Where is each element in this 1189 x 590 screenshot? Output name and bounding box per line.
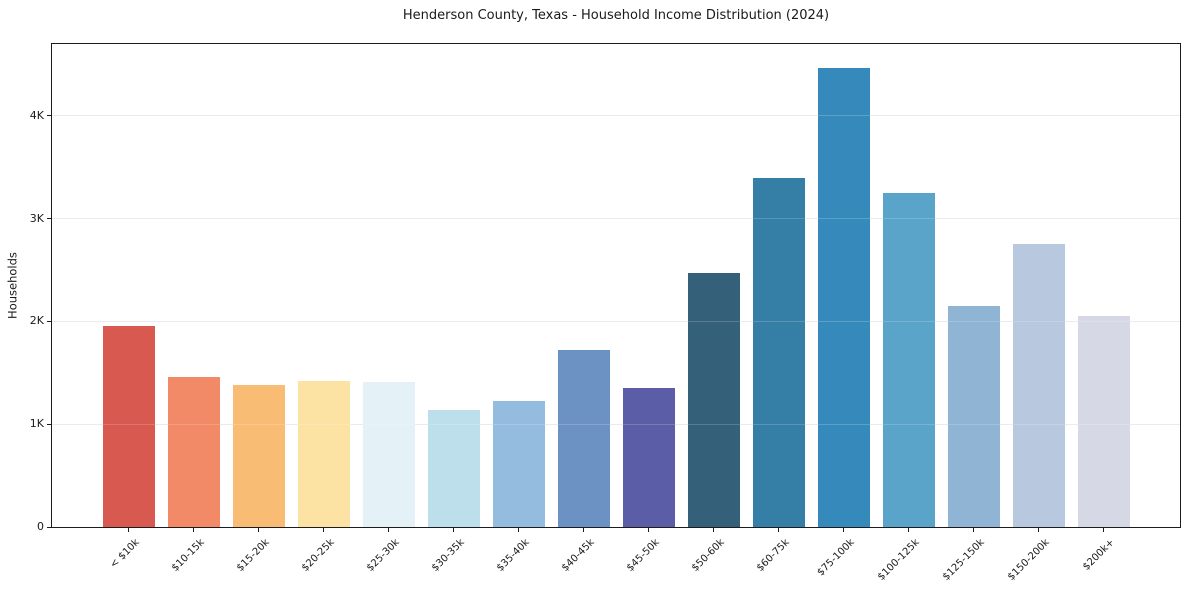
bar-$35-40k (492, 400, 545, 527)
x-tick-mark (973, 528, 974, 532)
y-tick-label: 0 (37, 520, 44, 533)
bar-$200k+ (1077, 315, 1130, 527)
bar-$50-60k (687, 272, 740, 527)
x-tick-mark (453, 528, 454, 532)
gridline-overlay (52, 423, 1180, 425)
bar-$150-200k (1012, 243, 1065, 527)
y-tick-mark (47, 526, 52, 528)
x-tick-mark (388, 528, 389, 532)
y-tick-mark (47, 218, 52, 220)
bar-$25-30k (362, 382, 415, 527)
gridline-overlay (52, 218, 1180, 220)
x-tick-mark (843, 528, 844, 532)
gridline-overlay (52, 115, 1180, 117)
gridline-overlay (52, 320, 1180, 322)
x-tick-mark (258, 528, 259, 532)
bar-$75-100k (817, 67, 870, 527)
bar-$15-20k (232, 385, 285, 527)
x-tick-mark (193, 528, 194, 532)
bar-$10-15k (167, 376, 220, 527)
chart-title: Henderson County, Texas - Household Inco… (402, 8, 830, 23)
x-tick-label: < $10k (107, 537, 142, 571)
x-tick-mark (128, 528, 129, 532)
gridline (52, 115, 1180, 117)
bar-$100-125k (882, 193, 935, 527)
y-tick-label: 3K (29, 211, 44, 225)
y-tick-mark (47, 320, 52, 322)
x-tick-mark (323, 528, 324, 532)
plot-area (51, 43, 1181, 528)
bar-$20-25k (297, 381, 350, 527)
y-tick-label: 4K (29, 108, 44, 122)
y-tick-label: 2K (29, 314, 44, 328)
bar-$60-75k (752, 177, 805, 527)
y-tick-mark (47, 423, 52, 425)
x-tick-mark (583, 528, 584, 532)
bar-$45-50k (622, 387, 675, 527)
x-tick-mark (1103, 528, 1104, 532)
y-tick-label: 1K (29, 417, 44, 431)
gridline (52, 320, 1180, 322)
x-tick-mark (648, 528, 649, 532)
y-tick-mark (47, 115, 52, 117)
x-tick-mark (713, 528, 714, 532)
gridline (52, 423, 1180, 425)
bar-$30-35k (427, 409, 480, 527)
x-tick-mark (778, 528, 779, 532)
x-tick-mark (908, 528, 909, 532)
x-tick-mark (1038, 528, 1039, 532)
bar-$40-45k (557, 350, 610, 527)
x-tick-mark (518, 528, 519, 532)
bar-$125-150k (947, 306, 1000, 527)
gridline (52, 218, 1180, 220)
bar-< $10k (102, 326, 155, 527)
